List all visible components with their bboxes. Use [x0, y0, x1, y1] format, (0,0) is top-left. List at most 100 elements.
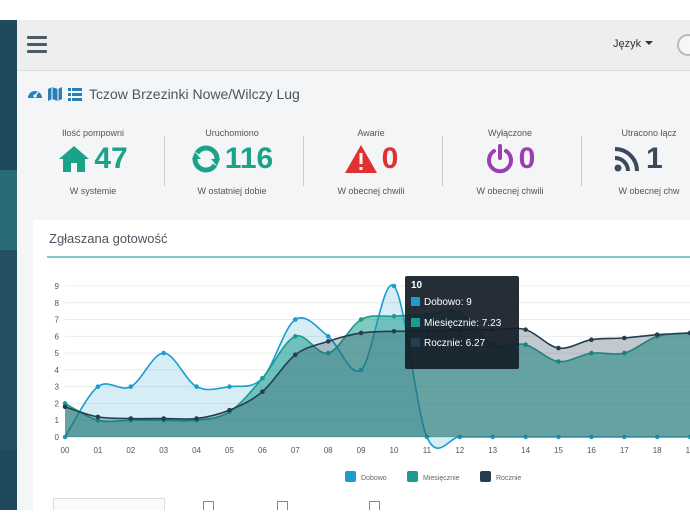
data-point: [260, 375, 265, 381]
stat-label: Utracono łącz: [621, 128, 677, 138]
x-tick-label: 09: [357, 446, 366, 455]
y-tick-label: 5: [55, 349, 60, 358]
stat-disabled: Wyłączone 0 W obecnej chwili: [441, 124, 579, 206]
data-point: [523, 327, 528, 332]
x-tick-label: 10: [390, 446, 399, 455]
divider: [164, 136, 165, 186]
y-tick-label: 2: [55, 399, 60, 408]
dashboard-icon[interactable]: [27, 86, 43, 102]
data-point: [62, 401, 68, 406]
data-point: [95, 417, 101, 423]
data-point: [589, 337, 594, 342]
user-avatar-icon[interactable]: [677, 34, 690, 56]
data-point: [325, 350, 331, 356]
data-point: [128, 416, 134, 421]
page-title: Tczow Brzezinki Nowe/Wilczy Lug: [89, 86, 300, 102]
stat-sub: W systemie: [69, 186, 117, 196]
stat-sub: W obecnej chwili: [476, 186, 544, 196]
stat-sub: W ostatniej dobie: [197, 186, 267, 196]
data-point: [654, 332, 660, 337]
panel-title-underline: [47, 256, 690, 258]
data-point: [194, 416, 199, 421]
checkbox[interactable]: [277, 501, 288, 510]
data-point: [194, 384, 199, 389]
tooltip-row-label: Rocznie: 6.27: [424, 338, 486, 349]
data-point: [325, 334, 331, 339]
data-point: [95, 384, 101, 389]
language-label: Język: [613, 38, 642, 50]
divider: [442, 136, 443, 186]
hamburger-menu-icon[interactable]: [27, 36, 47, 53]
stat-value: 47: [94, 142, 128, 175]
data-point: [293, 352, 298, 358]
panel-title: Zgłaszana gotowość: [49, 231, 168, 246]
checkbox[interactable]: [369, 501, 380, 510]
data-point: [589, 350, 594, 356]
data-point: [391, 283, 397, 289]
y-tick-label: 3: [55, 383, 60, 392]
tooltip-row-monthly: Miesięcznie: 7.23: [411, 318, 501, 329]
legend-label: Miesięcznie: [423, 475, 460, 482]
stat-lost-connection: Utracono łącz 1 W obecnej chw: [580, 124, 690, 206]
x-tick-label: 17: [620, 446, 629, 455]
stat-label: Ilość pompowni: [61, 128, 125, 138]
y-tick-label: 0: [55, 433, 60, 442]
x-tick-label: 14: [521, 446, 530, 455]
stat-label: Awarie: [357, 128, 385, 138]
caret-down-icon: [645, 41, 654, 45]
stat-sub: W obecnej chwili: [337, 186, 405, 196]
swatch: [411, 297, 420, 306]
stat-sub: W obecnej chw: [618, 186, 680, 196]
sidebar: [0, 20, 17, 510]
data-point: [293, 334, 298, 339]
y-tick-label: 9: [55, 282, 60, 291]
data-point: [161, 416, 166, 421]
x-tick-label: 08: [324, 446, 333, 455]
sidebar-band: [0, 250, 17, 450]
data-point: [523, 342, 528, 348]
legend-label: Rocznie: [496, 475, 521, 482]
checkbox[interactable]: [203, 501, 214, 510]
y-tick-label: 1: [55, 416, 60, 425]
stat-failures: Awarie 0 W obecnej chwili: [302, 124, 440, 206]
language-dropdown[interactable]: Język: [613, 38, 654, 50]
x-tick-label: 16: [587, 446, 596, 455]
series-line: [64, 310, 690, 423]
stat-started: Uruchomiono 116 W ostatniej dobie: [163, 124, 301, 206]
x-tick-label: 18: [653, 446, 662, 455]
data-point: [95, 414, 101, 420]
sidebar-band: [0, 170, 17, 250]
y-tick-label: 4: [55, 366, 60, 375]
tooltip-row-yearly: Rocznie: 6.27: [411, 338, 485, 349]
home-icon: [59, 146, 90, 172]
list-icon[interactable]: [67, 86, 83, 102]
x-tick-label: 19: [686, 446, 690, 455]
x-tick-label: 06: [258, 446, 267, 455]
data-point: [358, 330, 364, 336]
data-point: [128, 384, 134, 389]
stat-value: 0: [381, 142, 399, 175]
refresh-icon: [191, 145, 220, 173]
stats-row: Ilość pompowni 47 W systemie Uruchomiono…: [17, 124, 690, 206]
tooltip-row-label: Miesięcznie: 7.23: [424, 318, 502, 329]
x-tick-label: 15: [554, 446, 563, 455]
data-point: [62, 404, 68, 410]
power-icon: [486, 144, 513, 174]
data-point: [325, 339, 331, 344]
legend-swatch: [480, 471, 491, 482]
main-area: Język Tczow Brzezinki Nowe/Wilczy Lug Il…: [17, 20, 690, 510]
legend-swatch: [407, 471, 418, 482]
divider: [581, 136, 582, 186]
series-line: [64, 327, 690, 420]
data-point: [227, 384, 232, 389]
x-tick-label: 12: [455, 446, 464, 455]
tooltip-row-label: Dobowo: 9: [424, 297, 472, 308]
y-tick-label: 7: [55, 316, 60, 325]
stat-value: 0: [518, 142, 536, 175]
swatch: [411, 318, 420, 327]
data-point: [293, 317, 298, 322]
bottom-input[interactable]: [53, 498, 165, 510]
map-icon[interactable]: [47, 86, 63, 102]
data-point: [358, 317, 364, 322]
